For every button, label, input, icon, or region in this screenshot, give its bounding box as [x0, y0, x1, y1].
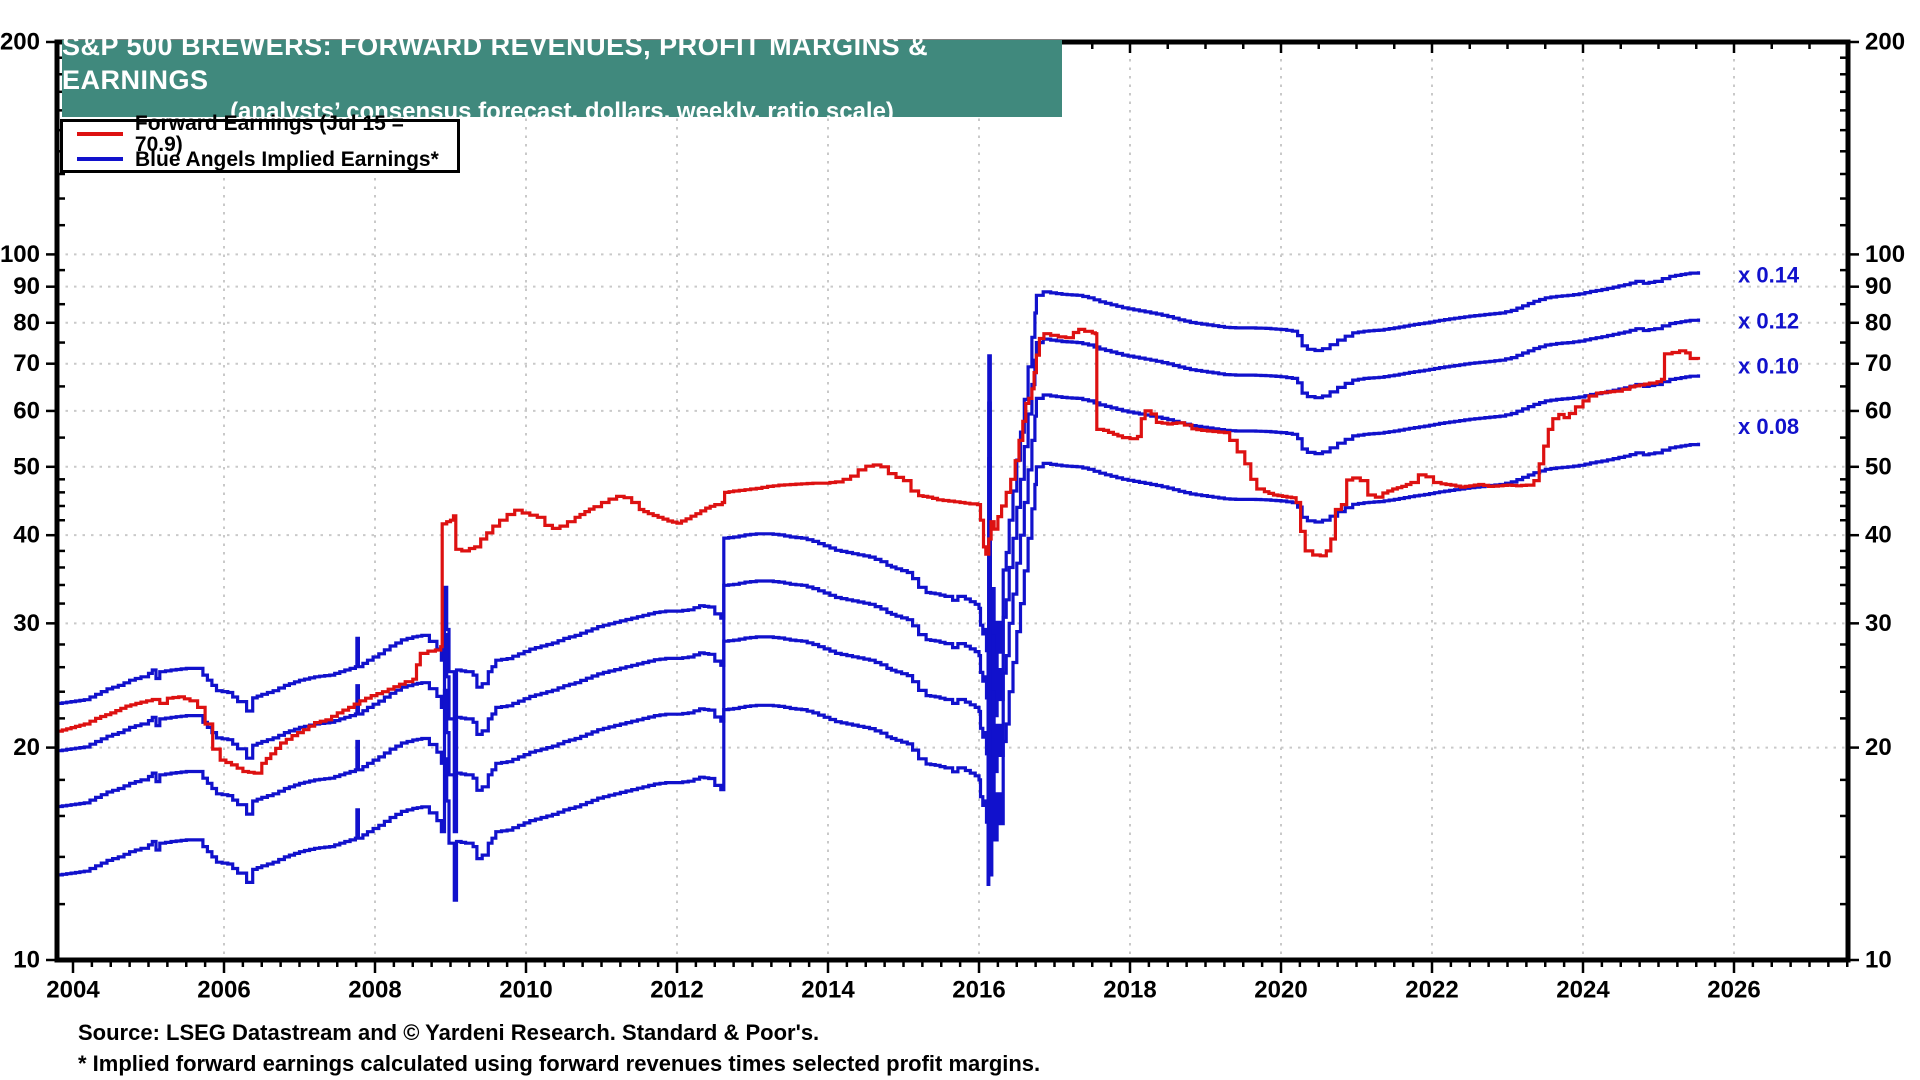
chart-title: S&P 500 BREWERS: FORWARD REVENUES, PROFI… [62, 31, 929, 96]
forward-earnings-line [57, 327, 1701, 775]
x-axis-label-2020: 2020 [1254, 977, 1307, 1004]
blue-angels-line-x0.10 [57, 374, 1701, 834]
blue-angels-line-x0.08 [57, 442, 1701, 902]
y-axis-label-right-20: 20 [1865, 734, 1892, 761]
y-axis-label-right-100: 100 [1865, 241, 1905, 268]
x-axis-label-2010: 2010 [499, 977, 552, 1004]
x-axis-label-2018: 2018 [1103, 977, 1156, 1004]
blue-line-swatch [77, 157, 123, 161]
y-axis-label-right-50: 50 [1865, 453, 1892, 480]
legend: Forward Earnings (Jul 15 = 70.9) Blue An… [60, 113, 460, 173]
y-axis-label-left-20: 20 [13, 734, 40, 761]
y-axis-label-right-70: 70 [1865, 350, 1892, 377]
y-axis-label-right-80: 80 [1865, 309, 1892, 336]
x-axis-label-2016: 2016 [952, 977, 1005, 1004]
chart-title-bar: S&P 500 BREWERS: FORWARD REVENUES, PROFI… [62, 31, 1062, 125]
x-axis-label-2026: 2026 [1707, 977, 1760, 1004]
blue-angels-line-x0.14 [57, 271, 1701, 731]
y-axis-label-left-100: 100 [0, 241, 40, 268]
y-axis-label-right-60: 60 [1865, 397, 1892, 424]
multiplier-label-0: x 0.14 [1738, 262, 1800, 287]
legend-label-forward-earnings: Forward Earnings (Jul 15 = 70.9) [134, 112, 404, 156]
multiplier-label-3: x 0.08 [1738, 414, 1799, 439]
y-axis-label-left-60: 60 [13, 397, 40, 424]
x-axis-label-2012: 2012 [650, 977, 703, 1004]
x-axis-label-2024: 2024 [1556, 977, 1610, 1004]
x-axis-label-2014: 2014 [801, 977, 855, 1004]
y-axis-label-left-80: 80 [13, 309, 40, 336]
x-axis-label-2006: 2006 [197, 977, 250, 1004]
y-axis-label-left-50: 50 [13, 453, 40, 480]
x-axis-label-2008: 2008 [348, 977, 401, 1004]
red-line-swatch [77, 132, 123, 136]
y-axis-label-left-90: 90 [13, 273, 40, 300]
blue-angels-line-x0.12 [57, 318, 1701, 778]
footnote: * Implied forward earnings calculated us… [78, 1051, 1041, 1076]
x-axis-label-2022: 2022 [1405, 977, 1458, 1004]
y-axis-label-right-200: 200 [1865, 28, 1905, 55]
multiplier-label-1: x 0.12 [1738, 308, 1799, 333]
y-axis-label-left-200: 200 [0, 28, 40, 55]
legend-item-forward-earnings: Forward Earnings (Jul 15 = 70.9) [77, 113, 457, 155]
y-axis-label-right-10: 10 [1865, 947, 1892, 974]
y-axis-label-left-10: 10 [13, 947, 40, 974]
y-axis-label-right-40: 40 [1865, 522, 1892, 549]
y-axis-label-right-30: 30 [1865, 610, 1892, 637]
y-axis-label-left-30: 30 [13, 610, 40, 637]
x-axis-label-2004: 2004 [46, 977, 100, 1004]
y-axis-label-right-90: 90 [1865, 273, 1892, 300]
legend-label-blue-angels: Blue Angels Implied Earnings* [135, 147, 439, 171]
y-axis-label-left-70: 70 [13, 350, 40, 377]
source-note: Source: LSEG Datastream and © Yardeni Re… [78, 1020, 820, 1045]
legend-item-blue-angels: Blue Angels Implied Earnings* [77, 148, 457, 170]
multiplier-label-2: x 0.10 [1738, 353, 1799, 378]
y-axis-label-left-40: 40 [13, 522, 40, 549]
